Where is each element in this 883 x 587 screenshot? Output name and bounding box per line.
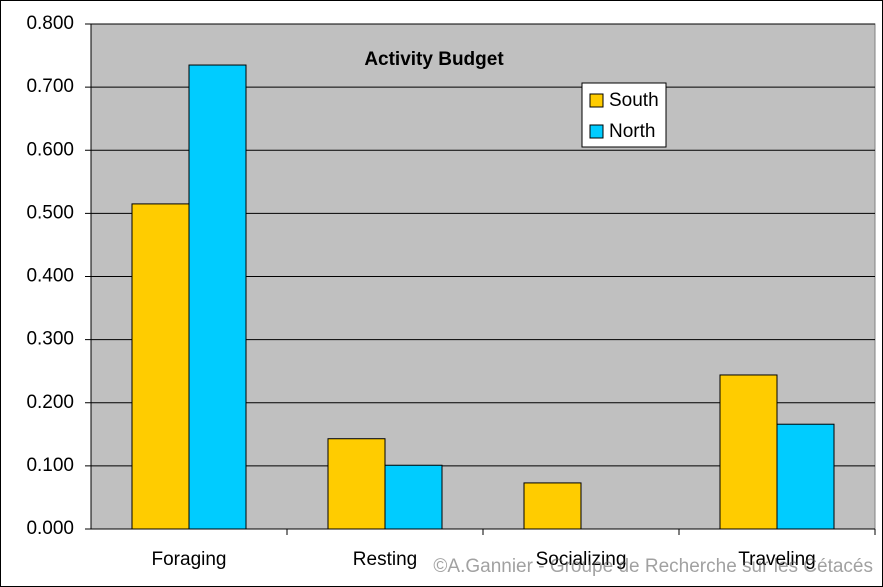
legend-swatch (589, 124, 604, 139)
x-tick-label: Resting (353, 549, 417, 570)
bar (776, 423, 835, 530)
chart-title: Activity Budget (364, 49, 504, 70)
bar (719, 374, 778, 530)
legend-label: South (609, 90, 659, 111)
watermark: ©A.Gannier - Groupe de Recherche sur les… (433, 556, 873, 577)
y-tick-label: 0.600 (26, 139, 74, 160)
bar (188, 64, 247, 530)
bar (327, 438, 386, 530)
bar (131, 203, 190, 530)
y-tick-label: 0.500 (26, 202, 74, 223)
bar (384, 464, 443, 530)
y-tick-label: 0.700 (26, 76, 74, 97)
legend-label: North (609, 121, 655, 142)
y-tick-label: 0.400 (26, 266, 74, 287)
y-tick-label: 0.200 (26, 392, 74, 413)
x-tick-label: Traveling (738, 549, 815, 570)
y-tick-label: 0.300 (26, 329, 74, 350)
y-tick-label: 0.100 (26, 455, 74, 476)
legend-swatch (589, 93, 604, 108)
bar (523, 482, 582, 530)
x-tick-label: Socializing (536, 549, 627, 570)
y-tick-label: 0.800 (26, 13, 74, 34)
y-tick-label: 0.000 (26, 518, 74, 539)
x-tick-label: Foraging (152, 549, 227, 570)
